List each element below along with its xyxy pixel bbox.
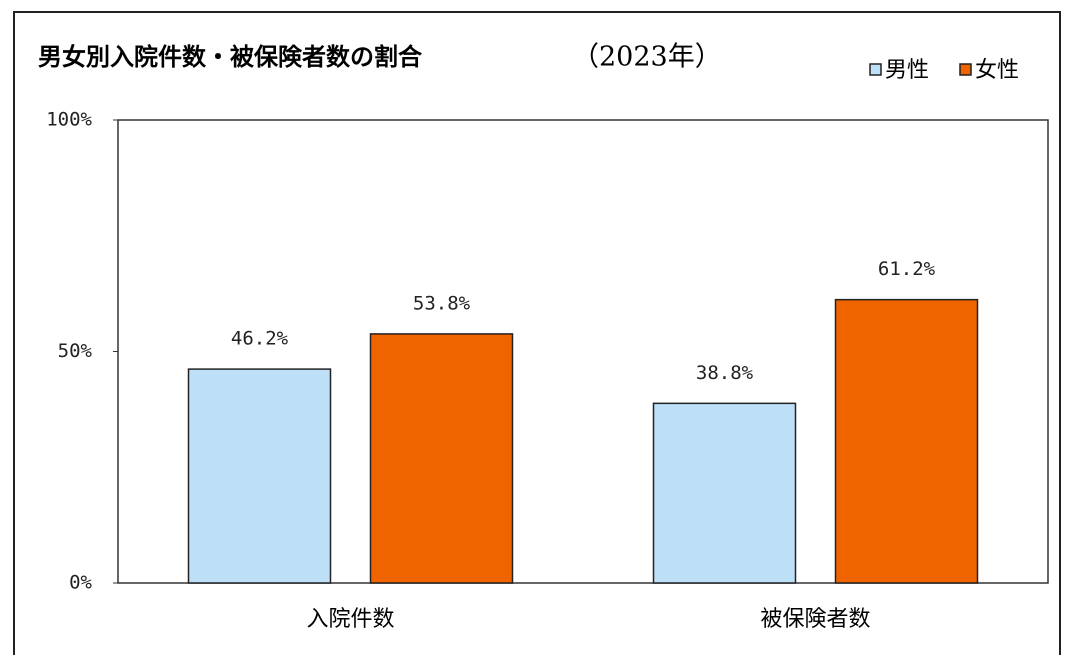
- value-label: 46.2%: [231, 328, 289, 350]
- chart-subtitle: （2023年）: [572, 42, 722, 73]
- value-label: 53.8%: [413, 292, 471, 314]
- legend-label: 男性: [885, 58, 929, 83]
- legend-swatch: [869, 63, 882, 76]
- value-label: 38.8%: [696, 362, 754, 384]
- x-tick-label: 入院件数: [306, 607, 394, 632]
- y-tick-label: 100%: [46, 109, 92, 131]
- chart-title: 男女別入院件数・被保険者数の割合: [38, 43, 423, 71]
- bar: [652, 402, 797, 584]
- x-tick-label: 被保険者数: [760, 607, 870, 632]
- bar: [187, 368, 332, 584]
- frame: [13, 11, 1061, 655]
- legend-label: 女性: [975, 58, 1019, 83]
- bar: [834, 298, 979, 584]
- value-label: 61.2%: [878, 258, 936, 280]
- y-tick-label: 0%: [69, 572, 92, 594]
- y-tick-label: 50%: [58, 340, 93, 362]
- legend-swatch: [959, 63, 972, 76]
- bar: [369, 333, 514, 584]
